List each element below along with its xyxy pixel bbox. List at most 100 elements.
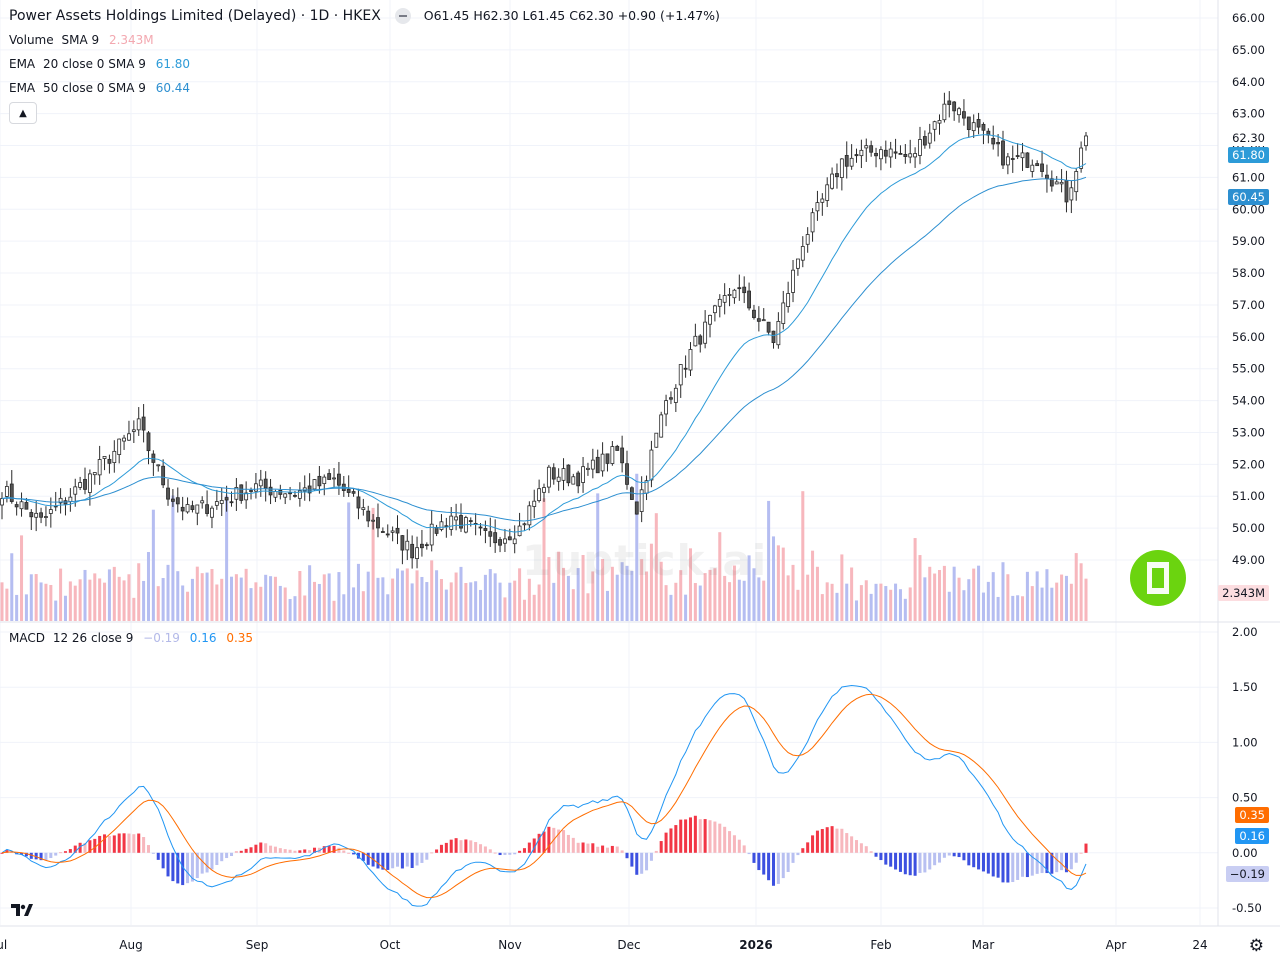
candle-body <box>918 139 922 156</box>
legend-macd-hist: −0.19 <box>143 631 180 645</box>
macd-histogram-bar <box>420 852 424 863</box>
candle-body <box>620 447 625 464</box>
volume-bar <box>591 571 595 621</box>
candle-body <box>566 464 571 484</box>
volume-bar <box>557 551 561 621</box>
price-tag-hist: −0.19 <box>1225 866 1269 882</box>
time-axis-tick: Sep <box>246 938 269 952</box>
candle-body <box>669 397 673 400</box>
volume-bar <box>767 500 771 621</box>
candle-body <box>898 153 903 155</box>
legend-volume-value: 2.343M <box>108 33 154 47</box>
legend-volume[interactable]: Volume SMA 9 2.343M <box>9 33 154 47</box>
volume-bar <box>376 577 380 621</box>
candle-body <box>205 504 209 514</box>
axes: 66.0065.0064.0063.0062.0061.0060.0059.00… <box>0 11 1265 952</box>
volume-bar <box>244 568 248 621</box>
volume-bar <box>967 579 971 621</box>
price-axis-tick: 64.00 <box>1232 75 1265 89</box>
candle-body <box>92 472 97 476</box>
legend-macd[interactable]: MACD 12 26 close 9 −0.19 0.16 0.35 <box>9 631 253 645</box>
macd-histogram-bar <box>859 843 863 853</box>
price-axis-tick: 51.00 <box>1232 489 1265 503</box>
volume-bar <box>757 577 761 621</box>
legend-ema50-label: EMA <box>9 81 36 95</box>
volume-bar <box>752 568 756 621</box>
volume-bar <box>327 573 331 621</box>
candle-body <box>263 478 268 489</box>
macd-histogram-bar <box>801 848 805 853</box>
macd-histogram-bar <box>562 830 566 853</box>
candle-body <box>752 309 756 318</box>
macd-histogram-bar <box>708 820 712 853</box>
macd-histogram-bar <box>283 849 287 853</box>
macd-histogram-bar <box>669 828 673 853</box>
candle-body <box>131 429 136 432</box>
macd-histogram-bar <box>10 851 14 853</box>
macd-histogram-bar <box>674 825 678 853</box>
candle-body <box>410 543 415 559</box>
macd-histogram-bar <box>796 852 800 856</box>
macd-histogram-bar <box>181 852 185 886</box>
gear-icon[interactable]: ⚙ <box>1248 936 1264 956</box>
macd-histogram-bar <box>1084 843 1088 853</box>
volume-bar <box>137 563 141 621</box>
volume-bar <box>625 565 629 621</box>
price-tag-ema20: 61.80 <box>1228 147 1269 163</box>
macd-histogram-bar <box>122 833 126 853</box>
candle-body <box>991 137 996 145</box>
candle-body <box>415 547 419 559</box>
candle-body <box>366 510 371 522</box>
time-axis-tick: Mar <box>972 938 995 952</box>
volume-bar <box>1074 553 1078 621</box>
candle-body <box>356 496 361 509</box>
symbol-title[interactable]: Power Assets Holdings Limited (Delayed) … <box>9 8 381 24</box>
macd-histogram-bar <box>244 848 248 853</box>
macd-histogram-bar <box>752 852 756 863</box>
candle-body <box>73 486 78 495</box>
volume-bar <box>1045 569 1049 621</box>
macd-histogram-bar <box>557 829 561 853</box>
candle-body <box>283 493 288 498</box>
macd-histogram-bar <box>234 851 238 853</box>
macd-histogram-bar <box>601 845 605 853</box>
volume-bar <box>684 594 688 621</box>
macd-histogram-bar <box>718 823 722 853</box>
macd-histogram-bar <box>815 830 819 853</box>
macd-histogram-bar <box>239 850 243 853</box>
candle-body <box>747 290 751 309</box>
collapse-legend-button[interactable]: ▲ <box>9 102 37 124</box>
candle-body <box>815 202 820 212</box>
candle-body <box>29 512 34 518</box>
volume-bar <box>645 571 649 621</box>
volume-bar <box>190 578 194 621</box>
volume-bar <box>527 578 531 621</box>
candle-body <box>717 298 722 307</box>
volume-bar <box>811 550 815 621</box>
candle-body <box>678 364 683 386</box>
macd-histogram-bar <box>493 852 497 854</box>
candle-body <box>546 466 551 488</box>
volume-bar <box>381 577 385 621</box>
macd-histogram-bar <box>889 852 893 867</box>
candle-body <box>170 498 175 502</box>
price-tag-signal: 0.35 <box>1235 807 1269 823</box>
volume-bar <box>605 590 609 621</box>
candle-body <box>327 473 332 480</box>
macd-histogram-bar <box>151 852 155 854</box>
price-tag-volume: 2.343M <box>1218 585 1269 601</box>
macd-histogram-bar <box>840 828 844 853</box>
macd-histogram-bar <box>112 835 116 853</box>
macd-line <box>1 684 1087 907</box>
candle-body <box>1005 156 1010 166</box>
volume-bar <box>161 578 165 621</box>
candle-body <box>376 517 380 529</box>
macd-histogram-bar <box>762 852 766 875</box>
candle-body <box>219 500 224 504</box>
legend-ema20[interactable]: EMA 20 close 0 SMA 9 61.80 <box>9 57 190 71</box>
tradingview-logo-icon[interactable] <box>10 902 34 922</box>
legend-ema50[interactable]: EMA 50 close 0 SMA 9 60.44 <box>9 81 190 95</box>
volume-bar <box>29 574 33 621</box>
macd-histogram-bar <box>439 844 443 853</box>
